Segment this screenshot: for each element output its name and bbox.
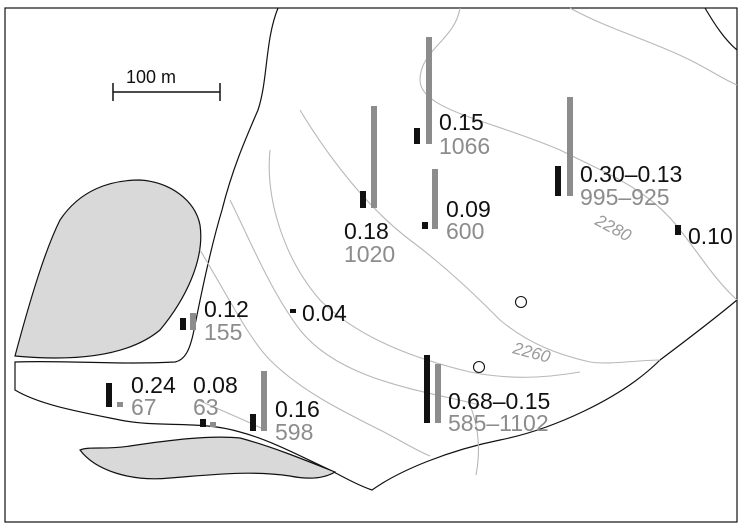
rock-outcrop-south: [79, 436, 337, 480]
contour-line: [197, 399, 266, 431]
grey-value-label: 63: [193, 394, 219, 420]
site-marker: 0.08 63: [193, 372, 238, 427]
dark-value-label: 0.10: [688, 223, 733, 249]
grey-bar: [190, 313, 196, 330]
dark-value-label: 0.04: [302, 300, 347, 326]
rock-outcrop-west: [14, 179, 202, 359]
map-frame: [4, 7, 738, 523]
dark-bar: [555, 166, 561, 196]
grey-bar: [261, 371, 267, 431]
dark-bar: [424, 355, 430, 423]
site-marker: 0.04: [290, 300, 347, 326]
grey-value-label: 995–925: [580, 184, 670, 210]
grey-value-label: 598: [275, 419, 313, 445]
dark-bar: [106, 383, 112, 407]
grey-bar: [432, 169, 438, 229]
site-marker: 0.18 1020: [344, 106, 395, 267]
dark-value-label: 0.30–0.13: [580, 161, 682, 187]
grey-bar: [210, 422, 216, 427]
grey-value-label: 67: [131, 394, 157, 420]
grey-value-label: 1066: [439, 133, 490, 159]
dark-value-label: 0.15: [439, 109, 484, 135]
contour-label-2280: 2280: [591, 210, 635, 245]
glacier-edge-upper: [704, 7, 738, 51]
dark-bar: [290, 309, 296, 313]
dark-value-label: 0.08: [193, 372, 238, 398]
site-marker: 0.09 600: [422, 169, 491, 244]
grey-value-label: 155: [204, 319, 242, 345]
contour-line: [199, 249, 431, 457]
site-marker: 0.12 155: [180, 296, 249, 345]
grey-bar: [117, 402, 123, 407]
dark-value-label: 0.09: [446, 196, 491, 222]
site-marker: 0.68–0.15 585–1102: [424, 355, 550, 436]
scale-bar: 100 m: [112, 67, 221, 101]
dark-value-label: 0.24: [131, 372, 176, 398]
dark-bar: [414, 128, 420, 144]
station-marker: [472, 360, 486, 374]
contour-line: [299, 109, 661, 364]
site-marker: 0.24 67: [106, 372, 176, 420]
contour-line: [268, 149, 581, 378]
dark-bar: [200, 419, 206, 427]
contour-line: [469, 404, 479, 476]
grey-bar: [567, 97, 573, 196]
site-marker: 0.10: [675, 223, 733, 249]
grey-value-label: 585–1102: [448, 410, 549, 436]
station-marker: [514, 295, 528, 309]
grey-bar: [371, 106, 377, 208]
dark-bar: [360, 191, 366, 208]
contour-line: [569, 7, 738, 86]
site-marker: 0.30–0.13 995–925: [555, 97, 682, 210]
grey-value-label: 600: [446, 218, 484, 244]
dark-bar: [250, 414, 256, 431]
dark-bar: [422, 222, 428, 229]
dark-value-label: 0.12: [204, 296, 249, 322]
dark-value-label: 0.68–0.15: [448, 388, 550, 414]
site-marker: 0.15 1066: [414, 37, 490, 159]
glacier-outline: [14, 7, 738, 491]
dark-value-label: 0.18: [344, 218, 389, 244]
dark-bar: [180, 318, 186, 330]
grey-bar: [426, 37, 432, 144]
scale-bar-label: 100 m: [126, 67, 176, 87]
dark-bar: [675, 225, 681, 235]
grey-value-label: 1020: [344, 241, 395, 267]
contour-line: [419, 7, 738, 301]
dark-value-label: 0.16: [275, 396, 320, 422]
contour-label-2260: 2260: [510, 338, 553, 367]
site-marker: 0.16 598: [250, 371, 320, 445]
grey-bar: [435, 364, 441, 423]
